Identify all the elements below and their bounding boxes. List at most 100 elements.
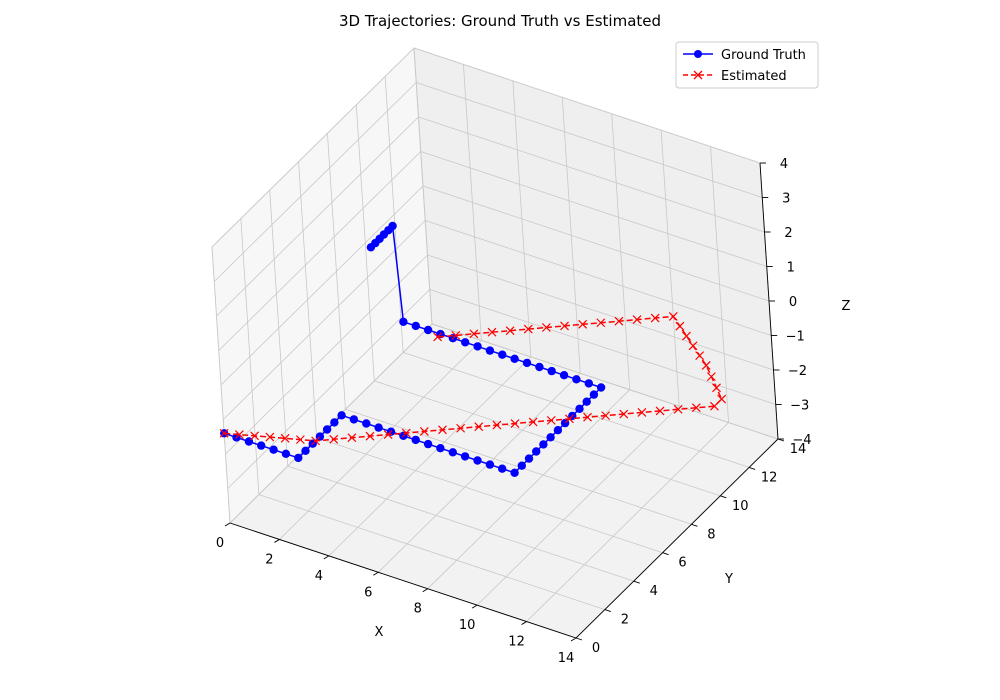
data-point bbox=[655, 406, 665, 416]
data-point bbox=[601, 411, 611, 421]
y-tick-mark bbox=[575, 637, 583, 641]
z-tick-label: 4 bbox=[780, 157, 788, 172]
data-point bbox=[695, 351, 705, 361]
z-grid-left bbox=[225, 254, 428, 455]
data-point bbox=[546, 433, 555, 442]
y-tick-label: 8 bbox=[707, 527, 715, 542]
z-grid-back bbox=[427, 254, 774, 371]
data-point bbox=[295, 435, 305, 445]
x-grid-floor bbox=[279, 340, 482, 540]
z-tick-label: −3 bbox=[790, 399, 809, 414]
y-grid-floor bbox=[258, 494, 605, 610]
data-point bbox=[474, 422, 484, 432]
data-point bbox=[637, 408, 647, 417]
x-tick-label: 8 bbox=[414, 602, 422, 617]
axis-lines bbox=[224, 162, 785, 642]
data-point bbox=[485, 460, 495, 469]
data-point bbox=[460, 452, 470, 461]
y-axis-label: Y bbox=[724, 572, 733, 587]
z-grid-left bbox=[213, 82, 417, 282]
data-point bbox=[522, 358, 532, 368]
legend: Ground Truth Estimated bbox=[675, 41, 819, 89]
data-point bbox=[539, 440, 548, 449]
z-grid-left bbox=[220, 185, 424, 386]
data-point bbox=[436, 444, 445, 453]
data-point bbox=[269, 445, 278, 454]
data-point bbox=[541, 323, 551, 332]
data-point bbox=[411, 321, 420, 331]
data-point bbox=[280, 433, 290, 443]
data-point bbox=[347, 433, 357, 443]
y-tick-label: 4 bbox=[650, 584, 658, 599]
data-point bbox=[301, 446, 310, 455]
data-point bbox=[578, 319, 588, 329]
data-point bbox=[510, 468, 519, 477]
x-tick-label: 2 bbox=[265, 552, 273, 567]
data-point bbox=[498, 464, 507, 473]
x-tick-label: 12 bbox=[508, 635, 525, 650]
y-tick-label: 6 bbox=[678, 556, 686, 571]
data-point bbox=[583, 412, 592, 422]
data-point bbox=[281, 449, 291, 458]
x-tick-label: 14 bbox=[558, 651, 575, 666]
data-point bbox=[423, 325, 433, 335]
data-point bbox=[485, 346, 495, 355]
data-point bbox=[401, 428, 411, 438]
data-point bbox=[337, 411, 346, 420]
z-tick-label: 3 bbox=[782, 192, 790, 207]
chart-title: 3D Trajectories: Ground Truth vs Estimat… bbox=[339, 12, 661, 30]
data-point bbox=[575, 404, 584, 413]
z-grid-back bbox=[413, 47, 761, 164]
data-point bbox=[234, 430, 244, 439]
y-tick-label: 2 bbox=[621, 613, 629, 628]
data-point bbox=[419, 426, 429, 436]
data-point bbox=[329, 434, 339, 444]
x-tick-label: 0 bbox=[216, 536, 224, 551]
x-grid-floor bbox=[476, 405, 680, 606]
data-point bbox=[399, 317, 408, 326]
data-point bbox=[547, 366, 556, 376]
data-point bbox=[265, 432, 275, 442]
data-point bbox=[294, 453, 303, 463]
x-axis-line bbox=[229, 522, 577, 639]
data-point bbox=[712, 383, 721, 393]
z-grid-back bbox=[431, 323, 779, 440]
y-tick-label: 14 bbox=[790, 442, 807, 457]
data-point bbox=[448, 448, 457, 457]
data-point bbox=[257, 441, 266, 450]
series-layer bbox=[219, 221, 727, 477]
data-point bbox=[433, 332, 443, 342]
legend-ground-truth-label: Ground Truth bbox=[721, 48, 806, 63]
data-point bbox=[582, 397, 591, 406]
z-grid-back bbox=[425, 220, 772, 336]
y-tick-mark bbox=[633, 580, 640, 584]
data-point bbox=[383, 430, 393, 439]
data-point bbox=[619, 409, 629, 419]
z-tick-label: 2 bbox=[784, 226, 792, 241]
z-grid-left bbox=[227, 289, 431, 489]
data-point bbox=[505, 326, 515, 336]
data-point bbox=[614, 316, 624, 326]
data-point bbox=[564, 414, 574, 424]
z-grid-left bbox=[211, 47, 415, 248]
x-axis-label: X bbox=[375, 625, 384, 640]
z-tick-label: 0 bbox=[789, 295, 797, 310]
data-point bbox=[553, 426, 563, 435]
data-point bbox=[717, 394, 727, 404]
data-point bbox=[596, 318, 606, 328]
x-tick-mark bbox=[323, 555, 330, 560]
y-axis-line bbox=[575, 438, 779, 639]
data-point bbox=[473, 456, 482, 465]
data-point bbox=[691, 403, 701, 413]
legend-estimated-marker bbox=[693, 70, 703, 80]
z-grid-left bbox=[218, 151, 422, 351]
z-tick-label: −2 bbox=[788, 364, 807, 379]
z-grid-left bbox=[216, 116, 419, 317]
z-tick-label: −1 bbox=[786, 330, 805, 345]
y-grid-floor bbox=[287, 465, 634, 582]
data-point bbox=[311, 436, 321, 446]
x-tick-label: 6 bbox=[364, 585, 372, 600]
data-point bbox=[560, 321, 569, 331]
y-tick-mark bbox=[691, 523, 698, 527]
